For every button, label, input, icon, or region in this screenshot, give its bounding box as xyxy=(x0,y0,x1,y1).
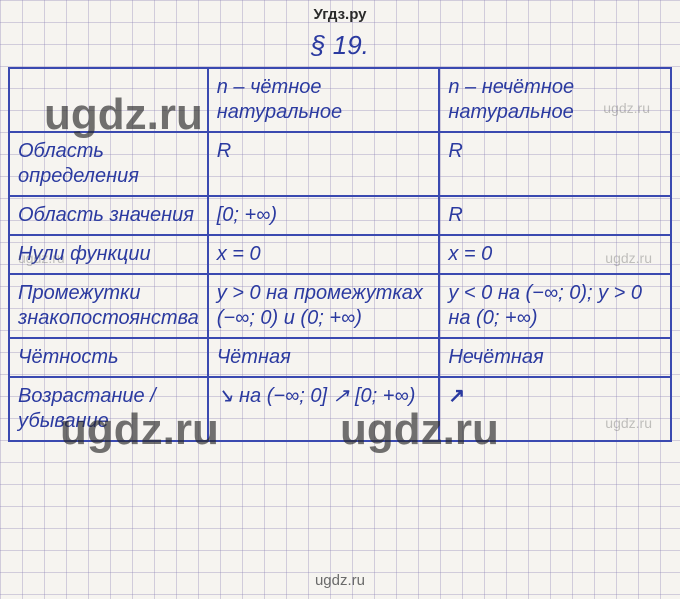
label-range: Область значения xyxy=(9,196,208,235)
label-zeros: Нули функции xyxy=(9,235,208,274)
table-row-range: Область значения [0; +∞) R xyxy=(9,196,671,235)
even-range: [0; +∞) xyxy=(208,196,440,235)
table-row-domain: Область определения R R xyxy=(9,132,671,196)
header-empty xyxy=(9,68,208,132)
properties-table: n – чётное натуральное n – нечётное нату… xyxy=(8,67,672,442)
table-row-mono: Возрастание / убывание ↘ на (−∞; 0] ↗ [0… xyxy=(9,377,671,441)
site-footer: ugdz.ru xyxy=(0,572,680,589)
site-header: Угдз.ру xyxy=(0,6,680,23)
table-row-header: n – чётное натуральное n – нечётное нату… xyxy=(9,68,671,132)
odd-zeros: x = 0 xyxy=(439,235,671,274)
page-content: § 19. n – чётное натуральное n – нечётно… xyxy=(8,30,672,442)
odd-domain: R xyxy=(439,132,671,196)
even-parity: Чётная xyxy=(208,338,440,377)
even-domain: R xyxy=(208,132,440,196)
odd-range: R xyxy=(439,196,671,235)
even-sign: y > 0 на промежутках (−∞; 0) и (0; +∞) xyxy=(208,274,440,338)
even-mono: ↘ на (−∞; 0] ↗ [0; +∞) xyxy=(208,377,440,441)
odd-mono: ↗ xyxy=(439,377,671,441)
section-title: § 19. xyxy=(8,30,672,61)
label-sign: Промежутки знакопостоянства xyxy=(9,274,208,338)
odd-parity: Нечётная xyxy=(439,338,671,377)
even-zeros: x = 0 xyxy=(208,235,440,274)
table-row-sign: Промежутки знакопостоянства y > 0 на про… xyxy=(9,274,671,338)
odd-sign: y < 0 на (−∞; 0); y > 0 на (0; +∞) xyxy=(439,274,671,338)
arrow-up-icon: ↗ xyxy=(448,385,465,407)
label-domain: Область определения xyxy=(9,132,208,196)
table-row-zeros: Нули функции x = 0 x = 0 xyxy=(9,235,671,274)
header-even: n – чётное натуральное xyxy=(208,68,440,132)
label-mono: Возрастание / убывание xyxy=(9,377,208,441)
table-row-parity: Чётность Чётная Нечётная xyxy=(9,338,671,377)
header-odd: n – нечётное натуральное xyxy=(439,68,671,132)
label-parity: Чётность xyxy=(9,338,208,377)
